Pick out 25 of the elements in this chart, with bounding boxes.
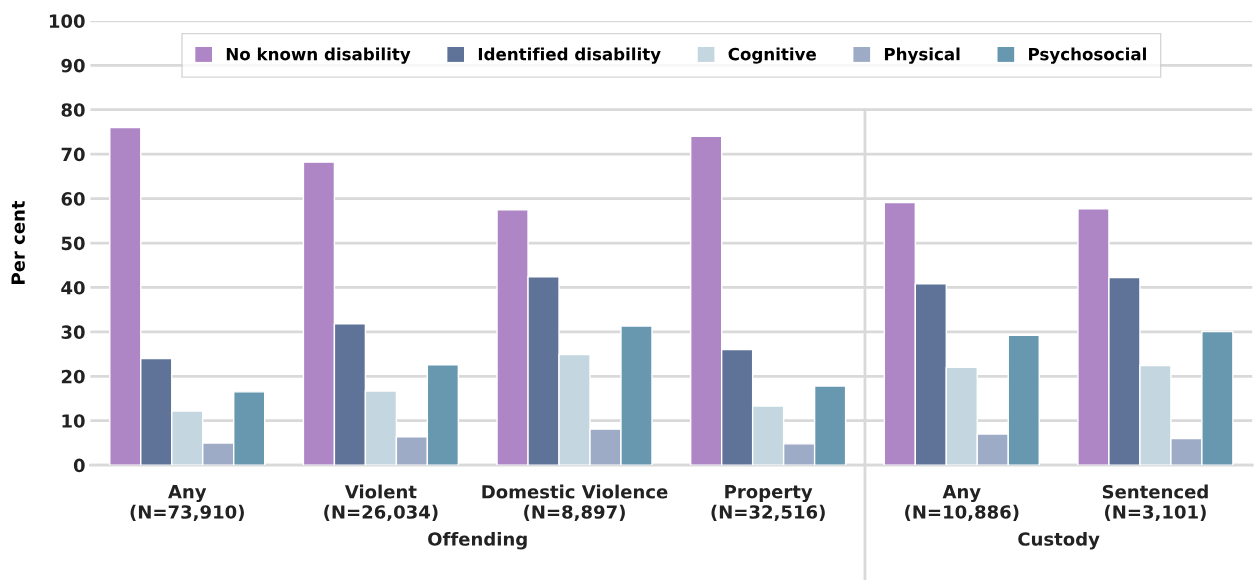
y-tick-label: 50 [61, 236, 85, 251]
y-tick-label: 0 [73, 458, 85, 473]
x-tick-label: Any (N=10,886) [905, 485, 1019, 522]
y-tick-label: 30 [61, 325, 85, 339]
x-tick-label: Property (N=32,516) [711, 485, 825, 522]
y-tick-label: 70 [61, 147, 85, 162]
y-axis-title: Per cent [11, 200, 25, 284]
legend-label: Identified disability [478, 47, 661, 64]
text: Custody [1018, 531, 1100, 550]
y-tick-label: 20 [61, 369, 85, 384]
y-tick-label: 100 [49, 14, 85, 28]
y-tick-label: 60 [61, 192, 85, 206]
y-tick-label: 40 [61, 280, 85, 295]
legend-label: Psychosocial [1029, 47, 1146, 64]
y-tick-label: 90 [61, 58, 85, 73]
text: Offending [428, 531, 527, 550]
x-tick-label: Sentenced (N=3,101) [1102, 484, 1208, 522]
legend-label: No known disability [226, 47, 411, 64]
legend-label: Cognitive [728, 47, 816, 64]
legend-label: Physical [884, 47, 960, 64]
x-tick-label: Domestic Violence (N=8,897) [482, 484, 668, 522]
y-tick-label: 10 [62, 414, 85, 428]
x-tick-label: Violent (N=26,034) [324, 484, 438, 522]
y-tick-label: 80 [61, 103, 85, 117]
x-tick-label: Any (N=73,910) [130, 485, 244, 522]
